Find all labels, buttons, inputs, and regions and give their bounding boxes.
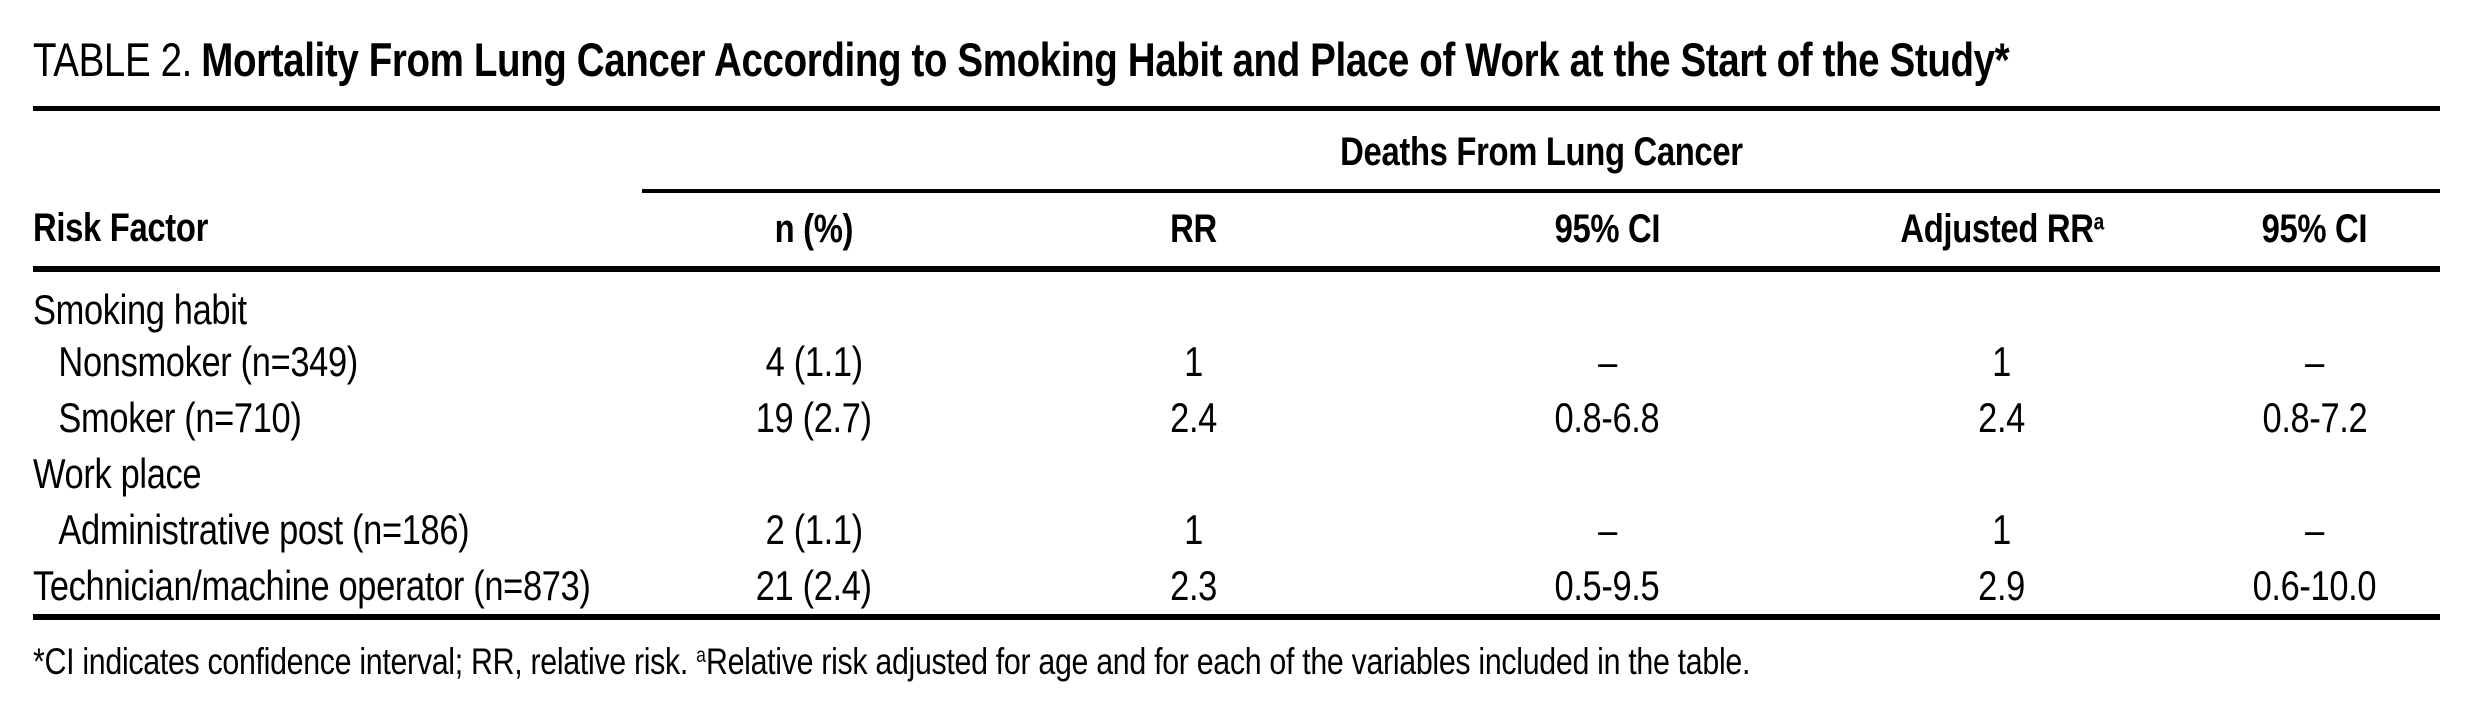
cell-value: 2.3 xyxy=(1169,562,1217,609)
row-label: Smoking habit xyxy=(33,286,247,333)
footnote-superscript: a xyxy=(696,643,706,668)
mortality-table: Deaths From Lung Cancer Risk Factor n (%… xyxy=(33,111,2440,614)
column-header-adjusted-rr: Adjusted RRa xyxy=(1814,191,2190,272)
cell-value: 0.6-10.0 xyxy=(2253,562,2377,609)
table-row: Administrative post (n=186) 2 (1.1) 1 – 1 – xyxy=(33,502,2440,558)
cell-value: 0.8-7.2 xyxy=(2262,394,2368,441)
column-header-row: Risk Factor n (%) RR 95% CI Adjusted RRa xyxy=(33,191,2440,272)
cell-value: 2.4 xyxy=(1169,394,1217,441)
cell-value: 19 (2.7) xyxy=(756,394,873,441)
page-title: TABLE 2. Mortality From Lung Cancer Accor… xyxy=(33,0,2440,83)
cell-value xyxy=(2190,446,2440,502)
table-number-label: TABLE 2. xyxy=(33,33,193,86)
cell-value: 2.9 xyxy=(1978,562,2026,609)
cell-value: – xyxy=(1597,338,1617,385)
footnote-adjustment-note: Relative risk adjusted for age and for e… xyxy=(705,641,1751,682)
footnote-abbreviations: *CI indicates confidence interval; RR, r… xyxy=(33,641,697,682)
spanner-header: Deaths From Lung Cancer xyxy=(641,111,2440,193)
cell-value: 2.4 xyxy=(1978,394,2026,441)
table-footnote: *CI indicates confidence interval; RR, r… xyxy=(33,641,2440,684)
row-label: Smoker (n=710) xyxy=(58,394,302,441)
row-label: Work place xyxy=(33,450,202,497)
cell-value: 2 (1.1) xyxy=(765,506,863,553)
table-row: Smoker (n=710) 19 (2.7) 2.4 0.8-6.8 2.4 0.8-7… xyxy=(33,390,2440,446)
cell-value xyxy=(1814,269,2189,334)
bottom-rule xyxy=(33,614,2440,620)
spanner-header-row: Deaths From Lung Cancer xyxy=(33,111,2440,193)
cell-value: – xyxy=(2305,506,2325,553)
cell-value: 1 xyxy=(1992,506,2012,553)
cell-value xyxy=(642,446,986,502)
cell-value xyxy=(1400,269,1814,334)
cell-value xyxy=(1814,446,2189,502)
cell-value: 1 xyxy=(1183,506,1203,553)
cell-value xyxy=(2190,269,2440,334)
cell-value: – xyxy=(1597,506,1617,553)
cell-value: 0.5-9.5 xyxy=(1554,562,1660,609)
cell-value: 0.8-6.8 xyxy=(1554,394,1660,441)
row-label: Technician/machine operator (n=873) xyxy=(33,562,591,609)
column-header-n-pct: n (%) xyxy=(641,191,987,272)
table-group-row: Smoking habit xyxy=(33,269,2440,334)
table-title-text: Mortality From Lung Cancer According to … xyxy=(201,33,2010,86)
spanner-header-label: Deaths From Lung Cancer xyxy=(1339,130,1743,174)
column-header-adjusted-ci: 95% CI xyxy=(2189,191,2440,272)
table-row: Nonsmoker (n=349) 4 (1.1) 1 – 1 – xyxy=(33,334,2440,390)
spanner-empty-cell xyxy=(33,111,642,191)
column-header-rr: RR xyxy=(986,191,1401,272)
cell-value xyxy=(986,269,1400,334)
table-group-row: Work place xyxy=(33,446,2440,502)
cell-value: 21 (2.4) xyxy=(756,562,873,609)
adjusted-rr-superscript: a xyxy=(2093,208,2104,235)
row-label: Administrative post (n=186) xyxy=(58,506,470,553)
column-header-ci: 95% CI xyxy=(1400,191,1815,272)
row-label: Nonsmoker (n=349) xyxy=(58,338,358,385)
table-row: Technician/machine operator (n=873) 21 (2… xyxy=(33,558,2440,614)
cell-value: – xyxy=(2305,338,2325,385)
column-header-risk-factor: Risk Factor xyxy=(33,191,642,272)
cell-value xyxy=(1400,446,1814,502)
cell-value xyxy=(986,446,1400,502)
cell-value: 1 xyxy=(1183,338,1203,385)
top-rule xyxy=(33,106,2440,111)
cell-value: 4 (1.1) xyxy=(765,338,863,385)
cell-value: 1 xyxy=(1992,338,2012,385)
table-body: Smoking habit Nonsmoker (n=349) 4 (1.1) 1 – 1… xyxy=(33,269,2440,614)
cell-value xyxy=(642,269,986,334)
